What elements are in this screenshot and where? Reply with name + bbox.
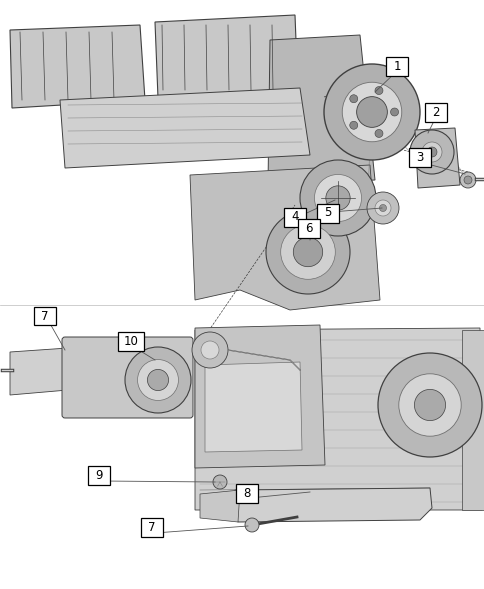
FancyBboxPatch shape	[141, 518, 163, 538]
Text: 10: 10	[123, 336, 138, 349]
Circle shape	[426, 147, 436, 157]
Circle shape	[323, 64, 419, 160]
Bar	[0, 315, 484, 589]
FancyBboxPatch shape	[88, 466, 110, 485]
FancyBboxPatch shape	[297, 219, 319, 237]
Circle shape	[459, 172, 475, 188]
FancyBboxPatch shape	[385, 57, 407, 75]
Polygon shape	[231, 488, 431, 522]
Circle shape	[280, 224, 334, 279]
Polygon shape	[155, 15, 297, 98]
Circle shape	[137, 359, 178, 401]
Circle shape	[374, 200, 390, 216]
Circle shape	[421, 142, 441, 162]
Polygon shape	[199, 490, 240, 522]
Circle shape	[200, 341, 219, 359]
FancyBboxPatch shape	[424, 102, 446, 121]
FancyBboxPatch shape	[317, 204, 338, 223]
Circle shape	[374, 130, 382, 137]
Circle shape	[192, 332, 227, 368]
Circle shape	[293, 237, 322, 267]
Circle shape	[349, 121, 357, 129]
Polygon shape	[461, 330, 483, 510]
Polygon shape	[10, 25, 145, 108]
Text: 9: 9	[95, 469, 103, 482]
Circle shape	[212, 475, 227, 489]
Circle shape	[125, 347, 191, 413]
Text: 6: 6	[304, 221, 312, 234]
FancyBboxPatch shape	[34, 306, 56, 326]
FancyBboxPatch shape	[62, 337, 193, 418]
Text: 2: 2	[431, 105, 439, 118]
FancyBboxPatch shape	[408, 147, 430, 167]
Polygon shape	[195, 325, 324, 468]
Circle shape	[314, 174, 361, 221]
Bar	[0, 5, 484, 315]
Circle shape	[366, 192, 398, 224]
Polygon shape	[190, 165, 379, 310]
Polygon shape	[10, 348, 68, 395]
Circle shape	[147, 369, 168, 391]
Text: 4: 4	[291, 210, 298, 223]
Polygon shape	[414, 128, 459, 188]
Circle shape	[244, 518, 258, 532]
Circle shape	[356, 97, 387, 127]
Text: 7: 7	[148, 521, 155, 534]
Circle shape	[349, 95, 357, 102]
Circle shape	[378, 204, 386, 211]
Circle shape	[342, 82, 401, 142]
Circle shape	[398, 374, 460, 436]
Circle shape	[390, 108, 398, 116]
Text: 5: 5	[324, 207, 331, 220]
Circle shape	[413, 389, 445, 421]
Text: 8: 8	[243, 488, 250, 501]
Circle shape	[377, 353, 481, 457]
FancyBboxPatch shape	[284, 207, 305, 227]
Circle shape	[409, 130, 453, 174]
Polygon shape	[205, 362, 302, 452]
Circle shape	[265, 210, 349, 294]
FancyBboxPatch shape	[118, 333, 144, 352]
Circle shape	[463, 176, 471, 184]
Text: 3: 3	[415, 151, 423, 164]
Polygon shape	[60, 88, 309, 168]
Polygon shape	[268, 35, 374, 185]
Polygon shape	[195, 328, 481, 510]
FancyBboxPatch shape	[236, 485, 257, 504]
Text: 1: 1	[393, 59, 400, 72]
Circle shape	[300, 160, 375, 236]
Circle shape	[325, 186, 349, 210]
Text: 7: 7	[41, 309, 49, 323]
Circle shape	[374, 87, 382, 95]
